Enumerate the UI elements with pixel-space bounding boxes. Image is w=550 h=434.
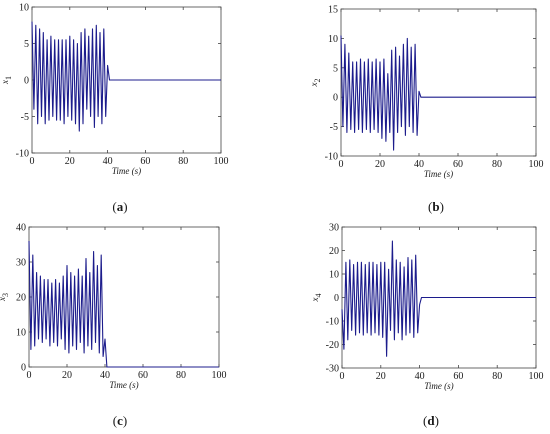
x-tick-label: 20 [376, 371, 386, 382]
x-tick-label: 0 [27, 370, 32, 381]
y-axis-label: x4 [310, 294, 323, 303]
series-line [28, 240, 219, 368]
y-tick-label: 30 [329, 223, 339, 234]
series-line [341, 240, 536, 357]
x-tick-label: 80 [492, 371, 502, 382]
x-tick-label: 60 [138, 370, 148, 381]
y-tick-label: 20 [329, 246, 339, 257]
y-tick-label: 10 [16, 328, 26, 339]
x-tick-label: 40 [415, 371, 425, 382]
y-tick-label: -5 [330, 122, 338, 133]
y-tick-label: 20 [16, 293, 26, 304]
x-tick-label: 40 [103, 156, 113, 167]
x-tick-label: 60 [453, 159, 463, 170]
y-tick-label: -10 [16, 149, 29, 160]
y-tick-label: 0 [333, 93, 338, 104]
series-line [340, 35, 536, 151]
x-tick-label: 60 [140, 156, 150, 167]
x-tick-label: 80 [492, 159, 502, 170]
x-axis-label: Time (s) [112, 166, 141, 176]
y-tick-label: -5 [21, 112, 29, 123]
y-tick-label: 5 [24, 39, 29, 50]
y-tick-label: -10 [326, 317, 339, 328]
x-tick-label: 100 [212, 370, 227, 381]
y-axis-label: x2 [309, 79, 322, 88]
x-tick-label: 60 [453, 371, 463, 382]
plot-frame [340, 8, 537, 157]
y-tick-label: 15 [328, 5, 338, 16]
y-tick-label: -20 [326, 340, 339, 351]
chart-panel-1: 0 20 40 60 80 100 -10 -5 0 5 10 Time (s) x1 [0, 3, 229, 177]
chart-panel-2: 0 20 40 60 80 100 -10 -5 0 5 10 15 Time (s) x2 [309, 5, 544, 180]
y-tick-label: 0 [24, 76, 29, 87]
panel-caption: (c) [113, 413, 127, 428]
y-tick-label: 0 [21, 363, 26, 374]
x-tick-label: 40 [414, 159, 424, 170]
y-axis-label: x1 [0, 76, 13, 85]
panel-caption: (a) [112, 199, 127, 214]
x-tick-label: 20 [62, 370, 72, 381]
panel-caption: (d) [423, 413, 439, 428]
y-tick-label: -30 [326, 364, 339, 375]
x-tick-label: 20 [65, 156, 75, 167]
x-tick-label: 0 [339, 159, 344, 170]
x-tick-label: 40 [100, 370, 110, 381]
x-tick-label: 100 [214, 156, 229, 167]
x-tick-label: 80 [176, 370, 186, 381]
y-axis-label: x3 [0, 293, 10, 302]
x-tick-label: 100 [529, 159, 544, 170]
y-tick-label: 10 [328, 34, 338, 45]
y-tick-label: 5 [333, 63, 338, 74]
x-axis-label: Time (s) [424, 381, 453, 391]
y-tick-label: 0 [334, 293, 339, 304]
x-axis-label: Time (s) [424, 169, 453, 179]
x-tick-label: 80 [178, 156, 188, 167]
y-tick-label: 10 [329, 270, 339, 281]
panel-caption: (b) [428, 199, 444, 214]
x-axis-label: Time (s) [109, 380, 138, 390]
y-tick-label: -10 [325, 152, 338, 163]
chart-panel-4: 0 20 40 60 80 100 -30 -20 -10 0 10 20 30 Time (s) x4 [310, 223, 544, 392]
y-tick-label: 40 [16, 223, 26, 234]
y-tick-label: 30 [16, 258, 26, 269]
x-tick-label: 100 [529, 371, 544, 382]
x-tick-label: 20 [375, 159, 385, 170]
series-line [31, 21, 221, 132]
x-tick-label: 0 [30, 156, 35, 167]
y-tick-label: 10 [19, 3, 29, 14]
x-tick-label: 0 [340, 371, 345, 382]
